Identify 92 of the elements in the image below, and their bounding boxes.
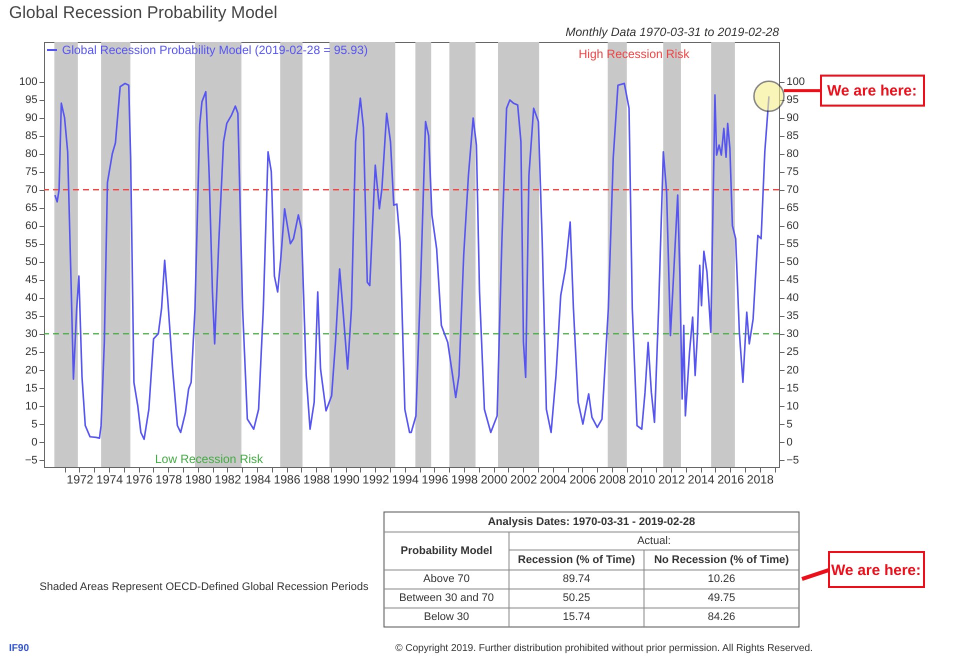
text: Below 30 [424,611,470,623]
y2-tick-label: 10 [786,400,799,412]
x-tick-label: 1982 [214,472,242,486]
y2-tick-label: 40 [786,292,799,304]
y-tick-label: 90 [25,112,38,124]
y2-tick-label: 70 [786,184,799,196]
x-tick-label: 2018 [746,472,774,486]
y2-tick-label: 30 [786,328,799,340]
text: Probability Model [400,545,492,557]
y-tick-label: 60 [25,220,38,232]
y-tick-label: 30 [25,328,38,340]
y-tick-label: 85 [25,130,38,142]
x-tick-label: 2000 [480,472,508,486]
text: Recession (% of Time) [518,554,636,566]
text: 84.26 [708,611,736,623]
chart-title: Global Recession Probability Model [8,3,278,22]
text: Shaded Areas Represent OECD-Defined Global Recession Periods [40,581,369,593]
x-tick-label: 1988 [303,472,330,486]
text: Above 70 [423,573,470,585]
y-tick-label: 35 [25,310,38,322]
y2-tick-label: 55 [786,238,799,250]
text: No Recession (% of Time) [654,554,790,566]
y-tick-label: 80 [25,148,38,160]
y2-tick-label: 45 [786,274,799,286]
x-tick-label: 1990 [332,472,360,486]
y2-tick-label: 5 [786,418,793,430]
y-tick-label: 0 [31,436,38,448]
y-tick-label: 10 [25,400,38,412]
x-tick-label: 2002 [510,472,538,486]
text: 49.75 [708,592,736,604]
x-tick-label: 1992 [362,472,390,486]
text: Actual: [637,535,671,547]
x-tick-label: 1986 [274,472,301,486]
y2-tick-label: 15 [786,382,799,394]
y2-tick-label: 90 [786,112,799,124]
y2-tick-label: 25 [786,346,799,358]
text: 10.26 [708,573,736,585]
x-tick-label: 1984 [244,472,272,486]
y2-tick-label: 100 [786,76,805,88]
y-tick-label: 20 [25,364,38,376]
text: © Copyright 2019. Further distribution prohibited without prior permission. All Rights Reserved. [395,643,813,654]
text: We are here: [831,562,921,579]
ref-line-label: Low Recession Risk [154,452,264,466]
text: Analysis Dates: 1970-03-31 - 2019-02-28 [488,516,696,528]
y2-tick-label: 95 [786,94,799,106]
x-tick-label: 1996 [422,472,449,486]
y2-tick-label: 65 [786,202,799,214]
x-tick-label: 2014 [688,472,715,486]
y2-tick-label: 35 [786,310,799,322]
text: 89.74 [562,573,590,585]
x-tick-label: 2010 [628,472,656,486]
chart-subtitle: Monthly Data 1970-03-31 to 2019-02-28 [566,25,780,39]
x-tick-label: 1978 [155,472,182,486]
y-tick-label: 100 [19,76,38,88]
y2-tick-label: 75 [786,166,799,178]
legend-label: Global Recession Probability Model (2019-02-28 = 95.93) [62,43,368,57]
y2-tick-label: 85 [786,130,799,142]
y-tick-label: 5 [31,418,38,430]
x-tick-label: 1972 [66,472,94,486]
y2-tick-label: 50 [786,256,799,268]
ref-line-label: High Recession Risk [578,47,690,61]
y-tick-label: 40 [25,292,38,304]
text: 50.25 [562,592,590,604]
x-tick-label: 2016 [717,472,744,486]
text: 15.74 [562,611,590,623]
text: IF90 [8,643,30,654]
y2-tick-label: 80 [786,148,799,160]
y2-tick-label: 0 [786,436,793,448]
text: Between 30 and 70 [399,592,494,604]
y-tick-label: 50 [25,256,38,268]
y-tick-label: 95 [25,94,38,106]
y-tick-label: 55 [25,238,38,250]
text: We are here: [827,82,917,100]
y2-tick-label: 60 [786,220,799,232]
y-tick-label: 70 [25,184,38,196]
y-tick-label: 65 [25,202,38,214]
x-tick-label: 1994 [392,472,420,486]
y-tick-label: −5 [24,454,38,466]
x-tick-label: 2008 [599,472,626,486]
y-tick-label: 75 [25,166,38,178]
y-tick-label: 15 [25,382,38,394]
x-tick-label: 1998 [451,472,478,486]
x-tick-label: 1974 [96,472,124,486]
x-tick-label: 2006 [569,472,596,486]
x-tick-label: 1976 [126,472,153,486]
x-tick-label: 2012 [658,472,686,486]
y-tick-label: 45 [25,274,38,286]
y2-tick-label: −5 [786,454,800,466]
x-tick-label: 1980 [184,472,212,486]
y2-tick-label: 20 [786,364,799,376]
x-tick-label: 2004 [540,472,567,486]
y-tick-label: 25 [25,346,38,358]
